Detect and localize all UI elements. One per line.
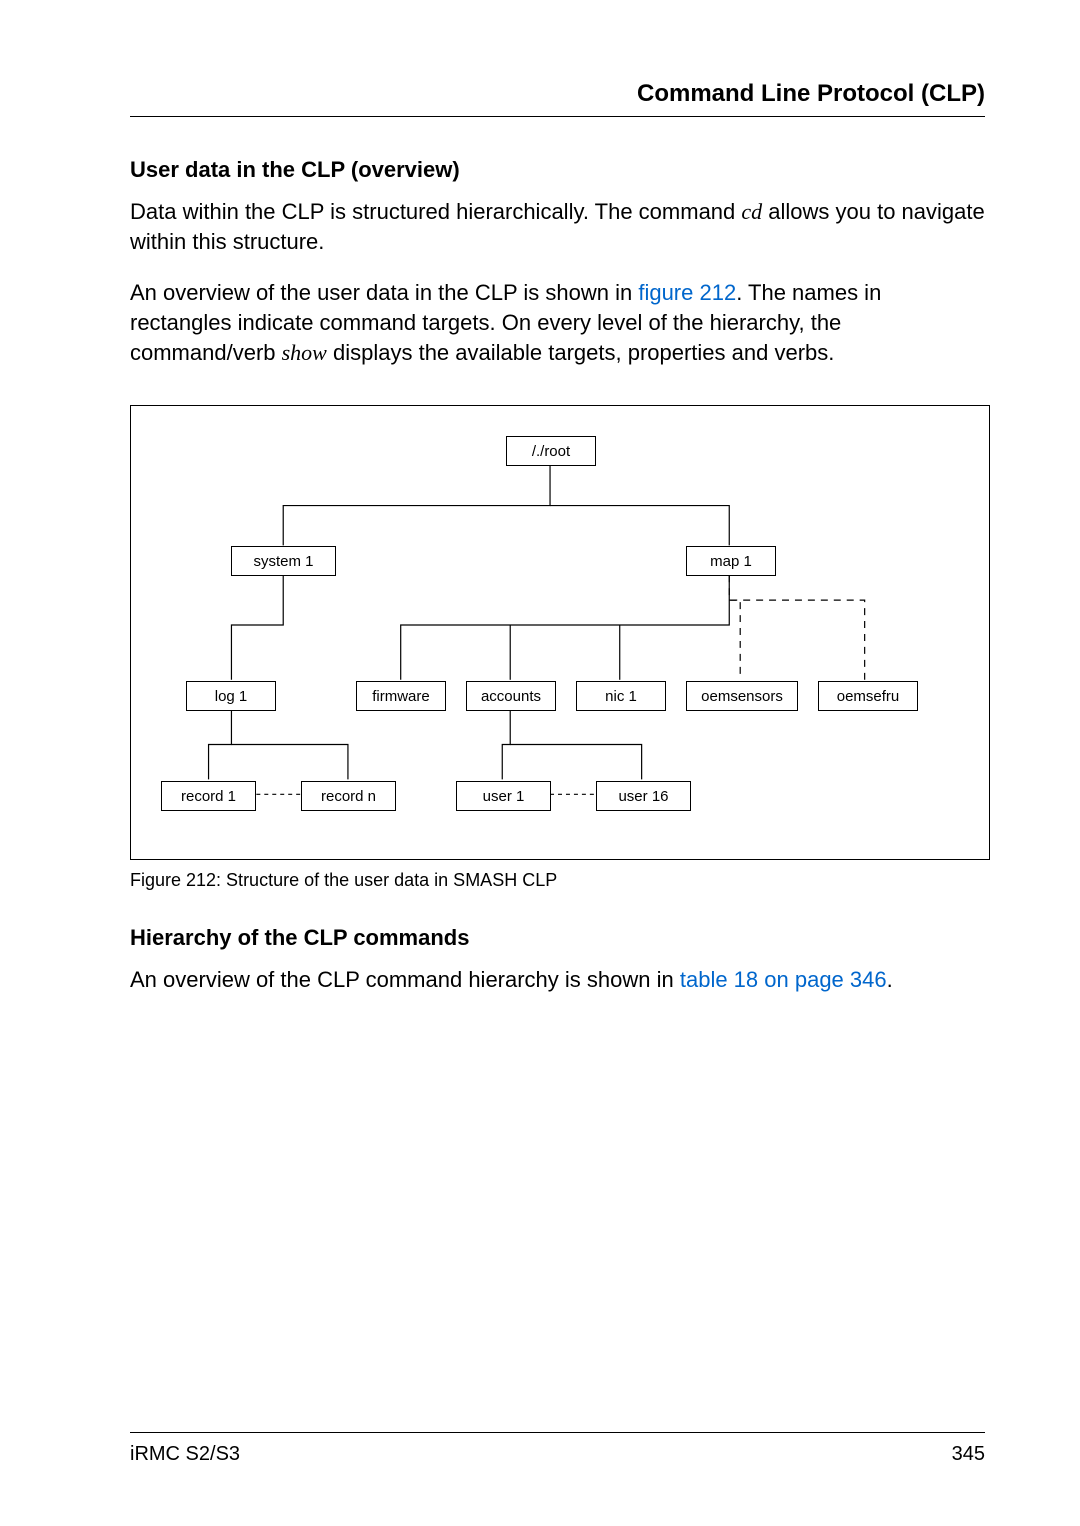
node-system1: system 1 <box>231 546 336 576</box>
section1-title: User data in the CLP (overview) <box>130 157 985 183</box>
para1-a: Data within the CLP is structured hierar… <box>130 199 741 224</box>
node-user16: user 16 <box>596 781 691 811</box>
node-firmware: firmware <box>356 681 446 711</box>
table-link[interactable]: table 18 on page 346 <box>680 967 887 992</box>
section1-para1: Data within the CLP is structured hierar… <box>130 197 985 256</box>
figure-caption: Figure 212: Structure of the user data i… <box>130 870 985 891</box>
para3-a: An overview of the CLP command hierarchy… <box>130 967 680 992</box>
node-root: /./root <box>506 436 596 466</box>
para1-cd: cd <box>741 199 762 224</box>
section1-para2: An overview of the user data in the CLP … <box>130 278 985 367</box>
node-record1: record 1 <box>161 781 256 811</box>
node-accounts: accounts <box>466 681 556 711</box>
figure-link[interactable]: figure 212 <box>638 280 736 305</box>
section2-title: Hierarchy of the CLP commands <box>130 925 985 951</box>
header-title: Command Line Protocol (CLP) <box>130 80 985 117</box>
para2-a: An overview of the user data in the CLP … <box>130 280 638 305</box>
page-footer: iRMC S2/S3 345 <box>130 1432 985 1466</box>
node-oemsensors: oemsensors <box>686 681 798 711</box>
footer-right: 345 <box>952 1443 985 1466</box>
para3-b: . <box>887 967 893 992</box>
figure-diagram: /./root system 1 map 1 log 1 firmware account… <box>130 405 990 860</box>
node-map1: map 1 <box>686 546 776 576</box>
node-nic1: nic 1 <box>576 681 666 711</box>
node-recordn: record n <box>301 781 396 811</box>
node-oemsefru: oemsefru <box>818 681 918 711</box>
footer-left: iRMC S2/S3 <box>130 1443 240 1466</box>
section2-para1: An overview of the CLP command hierarchy… <box>130 965 985 995</box>
node-log1: log 1 <box>186 681 276 711</box>
para2-c: displays the available targets, properti… <box>327 340 835 365</box>
para2-show: show <box>282 340 327 365</box>
node-user1: user 1 <box>456 781 551 811</box>
